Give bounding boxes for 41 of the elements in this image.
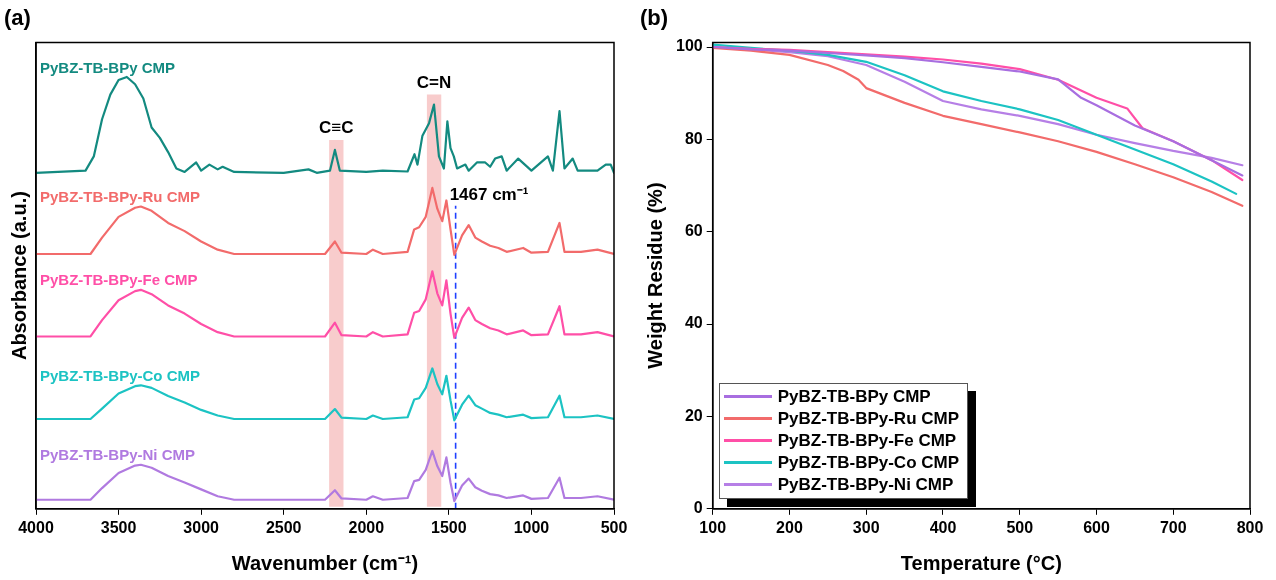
x-tick-label: 2500	[265, 518, 302, 536]
x-tick-label: 4000	[18, 518, 54, 536]
series-label: PyBZ-TB-BPy-Ni CMP	[40, 446, 196, 464]
x-tick-label: 2000	[348, 518, 385, 536]
x-tick-label: 500	[600, 518, 628, 536]
legend-label: PyBZ-TB-BPy-Co CMP	[777, 451, 960, 474]
band-label: C≡C	[319, 118, 354, 138]
x-tick-label: 400	[929, 518, 957, 536]
y-tick-label: 40	[684, 314, 703, 332]
x-tick-label: 100	[699, 518, 727, 536]
legend-label: PyBZ-TB-BPy-Ni CMP	[777, 473, 954, 496]
x-tick-label: 700	[1159, 518, 1187, 536]
x-tick-label: 1500	[431, 518, 467, 536]
x-tick-label: 1000	[513, 518, 550, 536]
x-tick-label: 3500	[100, 518, 137, 536]
y-axis-title: Absorbance (a.u.)	[7, 191, 30, 361]
y-tick-label: 80	[684, 129, 703, 147]
y-tick-label: 100	[675, 37, 703, 55]
legend-label: PyBZ-TB-BPy-Fe CMP	[777, 429, 957, 452]
series-label: PyBZ-TB-BPy CMP	[40, 58, 176, 76]
x-tick-label: 3000	[183, 518, 220, 536]
chart-title: (a)	[4, 5, 31, 31]
ref-line-label: 1467 cm⁻¹	[449, 184, 529, 204]
legend-label: PyBZ-TB-BPy CMP	[777, 385, 931, 408]
legend-label: PyBZ-TB-BPy-Ru CMP	[777, 407, 960, 430]
series-label: PyBZ-TB-BPy-Ru CMP	[40, 188, 200, 206]
series-label: PyBZ-TB-BPy-Co CMP	[40, 366, 200, 384]
x-axis-title: Temperature (°C)	[900, 551, 1062, 574]
x-tick-label: 200	[776, 518, 803, 536]
x-tick-label: 500	[1006, 518, 1034, 536]
y-tick-label: 60	[684, 222, 703, 240]
x-tick-label: 800	[1236, 518, 1264, 536]
band-label: C=N	[416, 72, 452, 92]
y-tick-label: 0	[693, 499, 703, 517]
x-tick-label: 300	[852, 518, 880, 536]
y-tick-label: 20	[684, 406, 703, 424]
chart-title: (b)	[640, 5, 669, 31]
x-tick-label: 600	[1083, 518, 1110, 536]
y-axis-title: Weight Residue (%)	[643, 182, 666, 369]
x-axis-title: Wavenumber (cm⁻¹)	[231, 551, 419, 574]
series-label: PyBZ-TB-BPy-Fe CMP	[40, 271, 198, 289]
